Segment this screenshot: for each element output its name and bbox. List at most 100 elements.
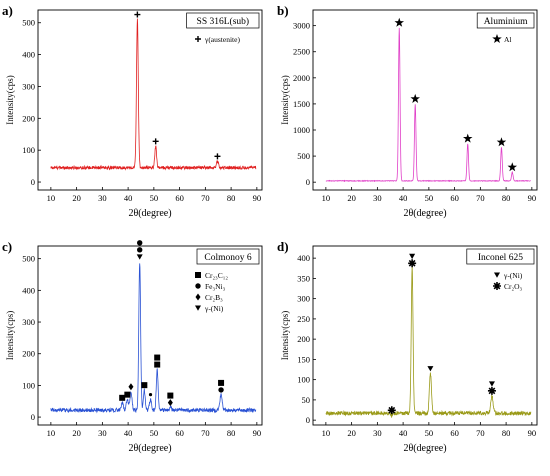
xrd-panel-aluminium: 10 20 30 40 50 60 70 80 90 0 500 1000 1500 2000 2500 30… — [275, 0, 550, 236]
legend-plus-icon — [195, 36, 201, 42]
legend-triangle-icon — [494, 272, 500, 278]
peak-marker-plus-icon — [214, 153, 221, 160]
peak-marker-square-icon — [124, 391, 131, 398]
x-tick-label: 30 — [373, 428, 382, 438]
y-tick-label: 500 — [297, 151, 310, 161]
legend-label: Al — [504, 35, 512, 44]
peak-marker-diamond-icon — [167, 399, 173, 407]
x-tick-label: 20 — [72, 193, 81, 203]
peak-marker-triangle-icon — [427, 366, 434, 372]
legend-label: γ-(Ni) — [503, 271, 523, 280]
x-tick-label: 50 — [150, 193, 159, 203]
title-box — [476, 12, 535, 29]
y-tick-label: 100 — [297, 375, 310, 385]
legend-triangle-icon — [195, 305, 201, 311]
panel-label: a) — [2, 3, 13, 18]
y-tick-label: 400 — [297, 253, 310, 263]
x-tick-label: 70 — [201, 428, 210, 438]
x-tick-label: 50 — [425, 428, 434, 438]
peak-marker-circle-icon — [137, 240, 143, 246]
y-tick-label: 300 — [22, 317, 35, 327]
x-tick-label: 10 — [322, 193, 331, 203]
legend-label: Fe₃Ni₃ — [205, 282, 226, 291]
title-box — [196, 248, 260, 265]
x-tick-label: 40 — [124, 428, 133, 438]
title-box — [466, 248, 535, 265]
plot-frame — [312, 245, 538, 426]
peak-marker-square-icon — [119, 394, 126, 401]
xrd-series-line — [325, 266, 532, 418]
y-tick-label: 500 — [22, 18, 35, 28]
peak-marker-star-icon — [507, 162, 518, 172]
y-tick-label: 300 — [297, 294, 310, 304]
legend-label: γ(austenite) — [204, 35, 240, 44]
xrd-chart-svg: 10 20 30 40 50 60 70 80 90 0 100 200 300 400 500 2θ(deg… — [2, 3, 263, 219]
xrd-series-line — [325, 27, 531, 183]
peak-marker-asterisk-icon — [487, 386, 496, 395]
x-tick-label: 30 — [98, 428, 107, 438]
y-tick-label: 200 — [297, 334, 310, 344]
y-tick-label: 1500 — [293, 99, 310, 109]
peak-marker-square-icon — [154, 354, 161, 361]
peak-marker-plus-icon — [152, 138, 159, 145]
y-tick-label: 3000 — [293, 21, 310, 31]
plot-frame — [37, 245, 263, 426]
x-tick-label: 50 — [425, 193, 434, 203]
x-axis-label: 2θ(degree) — [128, 443, 171, 454]
y-tick-label: 200 — [22, 349, 35, 359]
chart-title: Inconel 625 — [478, 253, 523, 263]
peak-marker-smallcircle-icon — [148, 393, 153, 397]
x-tick-label: 20 — [347, 193, 356, 203]
xrd-panel-colmonoy6: 10 20 30 40 50 60 70 80 90 0 100 200 300 400 500 2θ(deg… — [0, 236, 275, 471]
legend-label: γ-(Ni) — [204, 304, 224, 313]
y-tick-label: 100 — [22, 380, 35, 390]
y-tick-label: 50 — [302, 395, 311, 405]
x-tick-label: 90 — [253, 428, 262, 438]
y-tick-label: 2000 — [293, 73, 310, 83]
peak-marker-triangle-icon — [409, 253, 416, 260]
peak-marker-triangle-icon — [488, 381, 495, 387]
x-tick-label: 10 — [47, 193, 56, 203]
legend-star-icon — [492, 34, 502, 44]
x-tick-label: 20 — [347, 428, 356, 438]
x-tick-label: 60 — [450, 428, 459, 438]
chart-title: Aluminium — [484, 17, 528, 27]
legend-circle-icon — [195, 283, 201, 289]
x-tick-label: 80 — [502, 428, 511, 438]
peak-marker-square-icon — [167, 392, 174, 399]
peak-marker-circle-icon — [137, 247, 143, 253]
panel-label: b) — [277, 3, 289, 18]
x-tick-label: 60 — [450, 193, 459, 203]
xrd-chart-svg: 10 20 30 40 50 60 70 80 90 0 500 1000 1500 2000 2500 30… — [277, 3, 538, 219]
legend-label: Cr₂B₃ — [205, 293, 223, 302]
y-tick-label: 1000 — [293, 125, 310, 135]
x-axis-label: 2θ(degree) — [403, 443, 446, 454]
x-tick-label: 40 — [124, 193, 133, 203]
y-tick-label: 2500 — [293, 47, 310, 57]
x-tick-label: 90 — [528, 193, 537, 203]
x-tick-label: 30 — [373, 193, 382, 203]
y-axis-label: Intensity(cps) — [5, 311, 15, 361]
y-tick-label: 400 — [22, 50, 35, 60]
x-tick-label: 80 — [502, 193, 511, 203]
peak-marker-star-icon — [496, 137, 507, 147]
legend-label: Cr₂₃C₁₂ — [205, 271, 228, 280]
x-tick-label: 60 — [175, 193, 184, 203]
panel-label: c) — [2, 239, 12, 254]
legend-square-icon — [195, 272, 201, 278]
y-tick-label: 0 — [31, 177, 35, 187]
xrd-series-line — [50, 263, 257, 414]
x-tick-label: 80 — [227, 193, 236, 203]
peak-marker-star-icon — [394, 17, 405, 27]
x-tick-label: 30 — [98, 193, 107, 203]
x-tick-label: 90 — [528, 428, 537, 438]
peak-marker-asterisk-icon — [408, 259, 417, 268]
xrd-series-line — [50, 18, 257, 171]
x-axis-label: 2θ(degree) — [128, 208, 171, 219]
y-axis-label: Intensity(cps) — [280, 75, 290, 125]
x-axis-label: 2θ(degree) — [403, 208, 446, 219]
peak-marker-square-icon — [154, 361, 161, 368]
panel-label: d) — [277, 239, 289, 254]
y-tick-label: 0 — [31, 412, 35, 422]
y-tick-label: 500 — [22, 254, 35, 264]
